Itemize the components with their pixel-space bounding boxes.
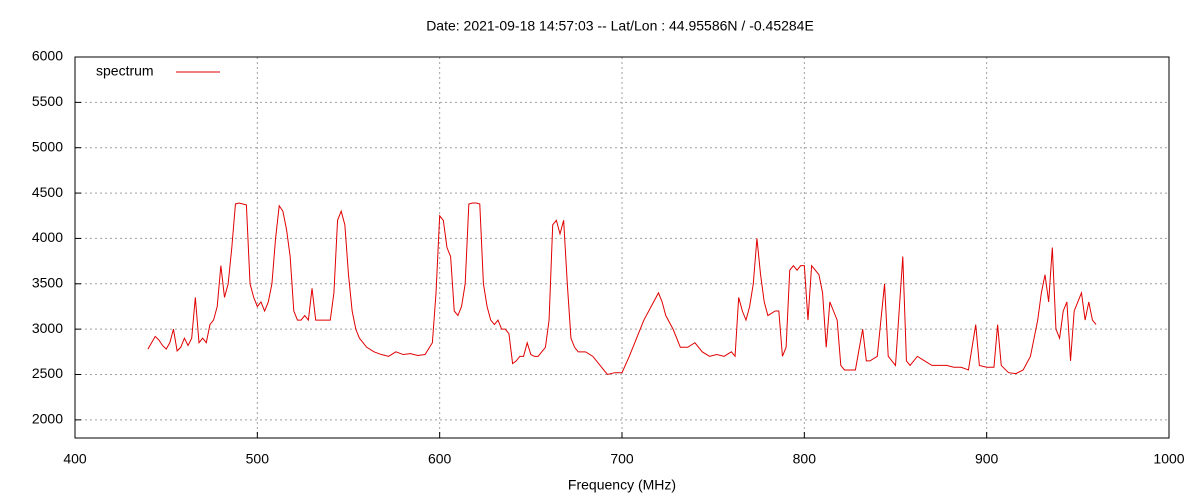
legend-label: spectrum — [96, 63, 154, 79]
spectrum-line — [147, 202, 1097, 376]
y-tick-label: 3500 — [32, 274, 63, 290]
x-tick-label: 500 — [246, 451, 270, 467]
y-tick-label: 2000 — [32, 411, 63, 427]
y-tick-label: 5000 — [32, 138, 63, 154]
x-tick-label: 600 — [428, 451, 452, 467]
y-tick-label: 3000 — [32, 320, 63, 336]
x-tick-label: 900 — [975, 451, 999, 467]
y-tick-label: 2500 — [32, 365, 63, 381]
x-tick-label: 800 — [793, 451, 817, 467]
x-tick-label: 400 — [63, 451, 87, 467]
chart-title: Date: 2021-09-18 14:57:03 -- Lat/Lon : 4… — [426, 18, 814, 34]
x-tick-label: 700 — [610, 451, 634, 467]
y-tick-label: 4000 — [32, 229, 63, 245]
x-axis-label: Frequency (MHz) — [568, 477, 676, 493]
plot-frame — [74, 56, 1170, 439]
y-tick-label: 5500 — [32, 93, 63, 109]
y-tick-label: 6000 — [32, 48, 63, 64]
x-tick-label: 1000 — [1153, 451, 1184, 467]
y-tick-label: 4500 — [32, 184, 63, 200]
